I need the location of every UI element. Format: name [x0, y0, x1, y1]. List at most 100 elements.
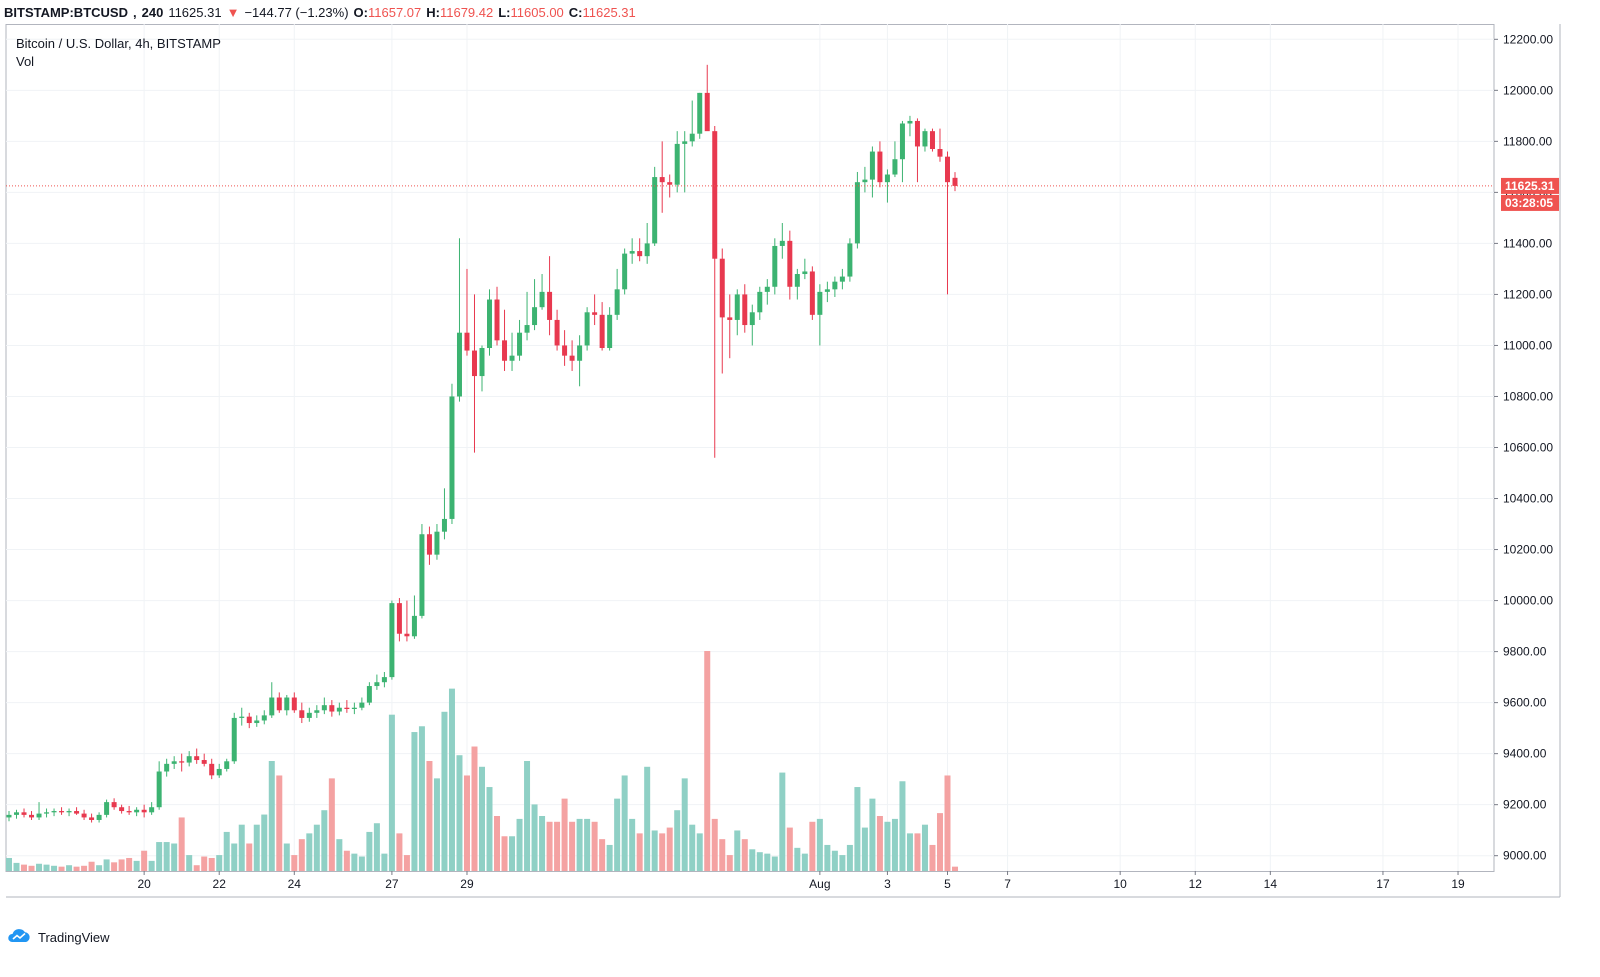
volume-bar	[81, 865, 88, 871]
candle-body	[209, 763, 215, 776]
candle-body	[96, 814, 102, 820]
time-tick-label: 22	[213, 877, 227, 891]
volume-bar	[328, 778, 335, 871]
price-tick-label: 11200.00	[1503, 287, 1552, 301]
volume-bar	[343, 850, 350, 871]
volume-bar	[884, 821, 891, 871]
volume-bar	[58, 866, 65, 871]
candle-body	[742, 294, 748, 326]
volume-bar	[358, 856, 365, 871]
volume-bar	[554, 821, 561, 871]
volume-bar	[268, 761, 275, 871]
candle-body	[704, 92, 710, 132]
candle-body	[126, 811, 132, 813]
volume-bar	[366, 831, 373, 871]
volume-bar	[463, 775, 470, 871]
candle-body	[577, 345, 583, 361]
chart-grid	[5, 24, 1561, 898]
down-arrow-icon: ▼	[226, 4, 240, 20]
candle-body	[562, 345, 568, 356]
volume-bar	[599, 839, 606, 871]
volume-bar	[96, 865, 103, 871]
candle-body	[224, 761, 230, 769]
candle-body	[81, 813, 87, 818]
candle-body	[652, 177, 658, 244]
candle-body	[329, 705, 335, 712]
candle-body	[434, 531, 440, 555]
volume-bar	[433, 778, 440, 871]
volume-bar	[28, 865, 35, 871]
volume-bar	[396, 833, 403, 871]
symbol-label[interactable]: BITSTAMP:BTCUSD	[4, 4, 128, 20]
candle-body	[231, 717, 237, 762]
interval-label[interactable]: 240	[141, 4, 164, 20]
volume-bar	[66, 865, 73, 871]
candle-body	[104, 802, 110, 815]
volume-bar	[846, 844, 853, 871]
candle-body	[772, 245, 778, 287]
volume-bar	[606, 844, 613, 871]
chart-title: Bitcoin / U.S. Dollar, 4h, BITSTAMP	[16, 36, 221, 51]
time-tick-label: 20	[137, 877, 151, 891]
volume-bars	[6, 651, 958, 871]
volume-bar	[516, 818, 523, 871]
candle-body	[239, 716, 245, 718]
volume-bar	[539, 816, 546, 871]
price-tick-label: 11000.00	[1503, 338, 1552, 352]
current-price-tag	[1501, 177, 1559, 194]
volume-bar	[111, 862, 118, 871]
candle-body	[719, 258, 725, 318]
volume-bar	[614, 798, 621, 871]
candle-body	[644, 243, 650, 257]
volume-bar	[891, 818, 898, 871]
candle-body	[21, 812, 27, 815]
candle-body	[847, 243, 853, 277]
volume-bar	[148, 860, 155, 871]
candle-body	[381, 677, 387, 683]
candle-body	[411, 615, 417, 637]
volume-bar	[201, 856, 208, 871]
candle-body	[351, 707, 357, 709]
price-tick-label: 12000.00	[1503, 83, 1553, 97]
close-label: C:	[568, 4, 583, 20]
close-value: 11625.31	[582, 4, 636, 20]
time-tick-label: 29	[460, 877, 474, 891]
candlestick-chart[interactable]: 9000.00 9200.00 9400.00 9600.00 9800.00 10000…	[0, 24, 1600, 921]
candle-body	[29, 814, 35, 818]
candle-body	[164, 763, 170, 772]
volume-bar	[156, 842, 163, 871]
price-tick-label: 9000.00	[1503, 849, 1547, 863]
candle-body	[141, 809, 147, 813]
volume-bar	[313, 824, 320, 871]
time-tick-label: Aug	[809, 877, 830, 891]
volume-bar	[246, 843, 253, 871]
high-label: H:	[426, 4, 440, 20]
candle-body	[832, 281, 838, 290]
volume-bar	[561, 798, 568, 871]
candle-body	[119, 807, 125, 812]
volume-bar	[764, 853, 771, 871]
tradingview-cloud-icon[interactable]	[6, 928, 32, 947]
candle-body	[14, 812, 20, 815]
volume-bar	[809, 821, 816, 871]
volume-bar	[43, 864, 50, 871]
candle-body	[629, 251, 635, 254]
interval-separator: ,	[132, 4, 137, 20]
brand-name[interactable]: TradingView	[38, 930, 110, 945]
candle-body	[494, 299, 500, 341]
volume-bar	[133, 860, 140, 871]
volume-bar	[689, 824, 696, 871]
candle-body	[877, 151, 883, 183]
volume-bar	[749, 849, 756, 871]
volume-bar	[418, 726, 425, 871]
volume-bar	[51, 865, 58, 871]
candle-body	[517, 332, 523, 356]
candle-body	[524, 325, 530, 333]
volume-label: Vol	[16, 54, 34, 69]
candle-body	[674, 143, 680, 185]
time-tick-label: 27	[385, 877, 399, 891]
candle-body	[884, 174, 890, 183]
volume-bar	[403, 855, 410, 871]
candle-body	[607, 314, 613, 349]
volume-bar	[6, 857, 12, 871]
